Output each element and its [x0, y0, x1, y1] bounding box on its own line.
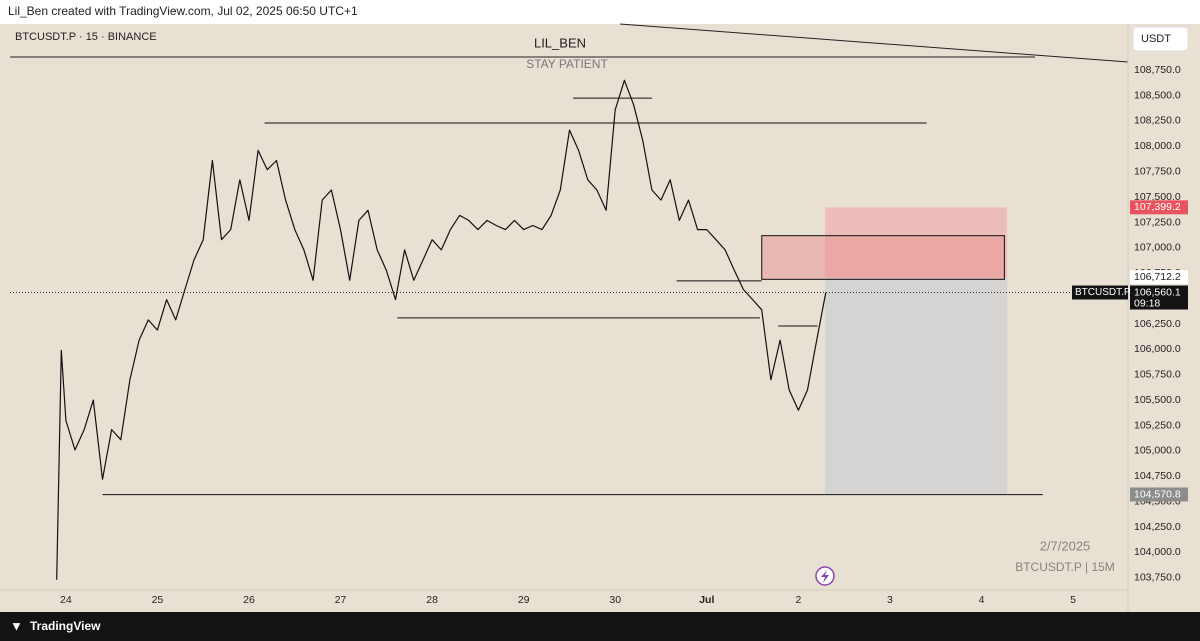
y-tick-label: 104,000.0: [1134, 546, 1181, 558]
x-tick-label: 5: [1070, 594, 1076, 606]
y-tick-label: 105,000.0: [1134, 445, 1181, 457]
y-tick-label: 105,750.0: [1134, 369, 1181, 381]
y-tick-label: 107,500.0: [1134, 191, 1181, 203]
y-tick-label: 108,000.0: [1134, 140, 1181, 152]
y-tick-label: 103,750.0: [1134, 572, 1181, 584]
footer-bar: [0, 612, 1200, 641]
price-line: [56, 79, 827, 580]
stop-tag-bg: [1130, 200, 1188, 215]
header-bar: [0, 0, 1200, 24]
x-tick-label: 28: [426, 594, 438, 606]
target-tag-bg: [1130, 487, 1188, 502]
current-tag-bg: [1130, 285, 1188, 310]
currency-button[interactable]: [1132, 26, 1189, 52]
x-tick-label: 3: [887, 594, 893, 606]
entry-tag-bg: [1130, 270, 1188, 285]
x-tick-label: 2: [795, 594, 801, 606]
target-zone: [824, 277, 1008, 495]
x-tick-label: Jul: [699, 594, 714, 606]
y-tick-label: 108,750.0: [1134, 64, 1181, 76]
x-tick-label: 4: [979, 594, 985, 606]
y-tick-label: 108,250.0: [1134, 115, 1181, 127]
x-tick-label: 26: [243, 594, 255, 606]
axis: 103,750.0104,000.0104,250.0104,500.0104,…: [60, 64, 1188, 606]
current-tag: 106,560.1: [1134, 286, 1181, 298]
y-tick-label: 108,500.0: [1134, 89, 1181, 101]
chart-title: LIL_BEN: [534, 35, 586, 50]
y-tick-label: 105,250.0: [1134, 419, 1181, 431]
symbol-tag: BTCUSDT.P: [1075, 287, 1131, 298]
watermark-date: 2/7/2025: [1040, 538, 1091, 553]
y-tick-label: 104,250.0: [1134, 521, 1181, 533]
x-tick-label: 27: [335, 594, 347, 606]
countdown: 09:18: [1134, 297, 1160, 309]
footer-logo: ▼: [10, 618, 23, 633]
lightning-glyph: [821, 570, 829, 583]
symbol-label: BTCUSDT.P · 15 · BINANCE: [15, 31, 157, 43]
supply-zone: [761, 235, 1005, 280]
x-tick-label: 30: [609, 594, 621, 606]
footer-text: TradingView: [30, 619, 101, 633]
stop-tag: 107,399.2: [1134, 201, 1181, 213]
y-tick-label: 107,750.0: [1134, 165, 1181, 177]
currency-label: USDT: [1141, 33, 1171, 45]
trend-line: [619, 23, 1129, 63]
y-tick-label: 104,750.0: [1134, 470, 1181, 482]
y-tick-label: 105,500.0: [1134, 394, 1181, 406]
y-tick-label: 106,250.0: [1134, 318, 1181, 330]
y-tick-label: 107,250.0: [1134, 216, 1181, 228]
x-tick-label: 29: [518, 594, 530, 606]
chart-subtitle: STAY PATIENT: [526, 57, 608, 71]
watermark-symbol: BTCUSDT.P | 15M: [1015, 560, 1115, 574]
symbol-tag-bg: [1072, 285, 1128, 300]
plot: [10, 79, 1128, 580]
x-tick-label: 25: [152, 594, 164, 606]
header-text: Lil_Ben created with TradingView.com, Ju…: [8, 4, 358, 18]
y-tick-label: 106,000.0: [1134, 343, 1181, 355]
entry-tag: 106,712.2: [1134, 271, 1181, 283]
y-tick-label: 107,000.0: [1134, 242, 1181, 254]
x-tick-label: 24: [60, 594, 72, 606]
target-tag: 104,570.8: [1134, 488, 1181, 500]
